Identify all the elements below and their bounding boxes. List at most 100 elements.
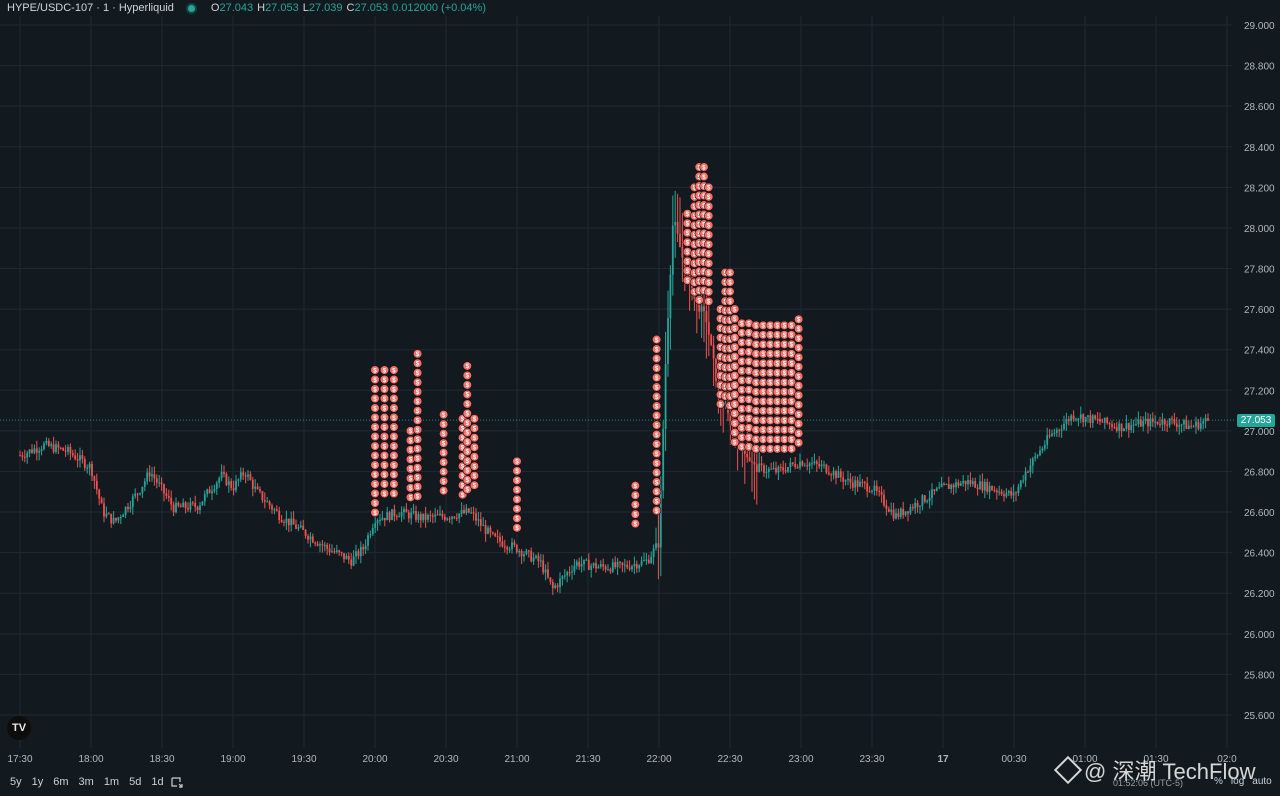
- trade-marker: $: [786, 339, 797, 349]
- candle-body: [1137, 419, 1140, 425]
- candle-body: [885, 505, 888, 509]
- candle-body: [1031, 458, 1034, 466]
- svg-text:$: $: [728, 356, 732, 362]
- trade-marker: $: [370, 469, 380, 480]
- candle-body: [1202, 421, 1205, 424]
- tradingview-logo[interactable]: TV: [7, 716, 31, 740]
- trade-marker: $: [630, 481, 640, 491]
- candle-body: [107, 513, 110, 515]
- candle-body: [21, 455, 24, 457]
- candle-body: [489, 527, 492, 533]
- trade-marker: $: [772, 320, 782, 330]
- goto-date-icon[interactable]: [170, 775, 184, 789]
- trade-marker: $: [704, 258, 714, 268]
- candle-body: [979, 481, 981, 490]
- trade-marker: $: [469, 480, 480, 490]
- svg-text:$: $: [515, 469, 519, 475]
- log-toggle[interactable]: log: [1230, 776, 1245, 787]
- candle-body: [64, 450, 67, 452]
- candle-body: [1099, 418, 1101, 422]
- range-1m[interactable]: 1m: [103, 776, 120, 788]
- trade-marker: $: [758, 406, 768, 416]
- candle-body: [515, 544, 518, 553]
- trade-marker: $: [462, 427, 472, 438]
- chart-legend: HYPE/USDC-107 · 1 · Hyperliquid O 27.043 …: [7, 2, 486, 14]
- svg-text:$: $: [769, 352, 773, 358]
- auto-toggle[interactable]: auto: [1252, 776, 1272, 787]
- time-axis[interactable]: 17:30 18:00 18:30 19:00 19:30 20:00 20:30 21:00…: [7, 754, 1237, 765]
- candle-body: [1051, 433, 1053, 436]
- candle-body: [285, 518, 288, 523]
- svg-text:$: $: [747, 369, 751, 375]
- candle-body: [592, 563, 595, 566]
- candle-body: [518, 550, 521, 553]
- trade-marker: $: [389, 450, 399, 461]
- svg-text:$: $: [416, 466, 420, 472]
- svg-text:$: $: [740, 436, 744, 442]
- symbol-title[interactable]: HYPE/USDC-107 · 1 · Hyperliquid: [7, 2, 174, 14]
- range-6m[interactable]: 6m: [53, 776, 69, 788]
- candle-body: [28, 449, 31, 454]
- svg-text:$: $: [383, 368, 387, 374]
- price-axis[interactable]: 29.000 28.800 28.600 28.400 28.200 28.000 27.8…: [1244, 21, 1275, 722]
- bottom-toolbar: 5y 1y 6m 3m 1m 5d 1d 01:52:06 (UTC-5) % …: [0, 770, 1280, 796]
- candle-body: [160, 482, 163, 485]
- candle-body: [1190, 425, 1193, 427]
- candle-body: [604, 566, 607, 570]
- candle-body: [141, 486, 144, 494]
- range-5d[interactable]: 5d: [129, 776, 142, 788]
- candle-body: [556, 585, 559, 588]
- percent-toggle[interactable]: %: [1214, 776, 1223, 787]
- trade-marker: $: [462, 361, 472, 371]
- candle-body: [1204, 418, 1207, 422]
- trade-marker: $: [439, 419, 449, 429]
- candle-body: [1120, 423, 1123, 432]
- candle-body: [815, 461, 818, 464]
- candle-body: [950, 484, 953, 490]
- time-tick: 21:00: [504, 754, 529, 765]
- trade-marker: $: [779, 434, 790, 444]
- svg-text:$: $: [461, 465, 465, 471]
- price-chart[interactable]: 29.000 28.800 28.600 28.400 28.200 28.000 27.8…: [0, 0, 1280, 770]
- range-1y[interactable]: 1y: [31, 776, 44, 788]
- svg-text:$: $: [634, 484, 638, 490]
- candle-body: [496, 536, 499, 538]
- trade-marker: $: [699, 171, 709, 182]
- candle-body: [220, 472, 223, 479]
- svg-text:$: $: [416, 447, 420, 453]
- candle-body: [55, 444, 57, 452]
- candle-body: [311, 536, 314, 543]
- candle-body: [45, 440, 48, 444]
- candle-body: [362, 546, 365, 550]
- range-1d[interactable]: 1d: [151, 776, 164, 788]
- trade-marker: $: [439, 486, 449, 496]
- svg-text:$: $: [373, 435, 377, 441]
- svg-text:$: $: [776, 343, 780, 349]
- timezone-clock[interactable]: 01:52:06 (UTC-5): [1113, 778, 1184, 788]
- svg-text:$: $: [383, 473, 387, 479]
- trade-marker: $: [652, 505, 662, 516]
- candle-body: [575, 561, 578, 566]
- svg-text:$: $: [392, 416, 396, 422]
- svg-text:$: $: [373, 501, 377, 507]
- candle-body: [861, 481, 864, 483]
- trade-marker: $: [413, 453, 423, 463]
- trade-marker: $: [737, 413, 747, 423]
- range-3m[interactable]: 3m: [78, 776, 94, 788]
- trade-marker: $: [512, 475, 522, 485]
- candle-body: [635, 563, 638, 569]
- candle-body: [292, 518, 295, 525]
- candle-body: [508, 549, 511, 551]
- candle-body: [919, 505, 921, 507]
- candle-body: [76, 459, 79, 461]
- candle-body: [662, 428, 665, 491]
- trade-marker: $: [370, 422, 380, 432]
- range-5y[interactable]: 5y: [10, 776, 22, 788]
- svg-text:$: $: [466, 412, 470, 418]
- svg-text:$: $: [754, 333, 758, 339]
- svg-text:$: $: [515, 517, 519, 523]
- candle-body: [700, 306, 703, 312]
- candle-body: [748, 457, 751, 462]
- candle-body: [494, 533, 497, 537]
- svg-text:$: $: [473, 446, 477, 452]
